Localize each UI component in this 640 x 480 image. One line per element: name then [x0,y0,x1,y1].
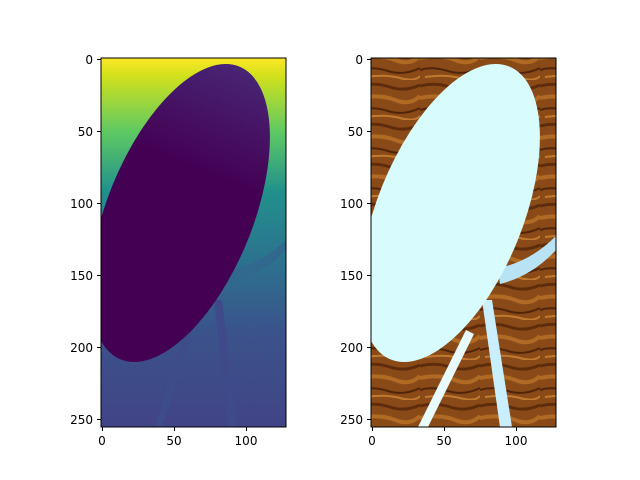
y-tick-label: 200 [340,341,363,355]
table-leg-2 [418,330,474,427]
table-disc [371,63,540,363]
depth-leg-3 [230,240,286,282]
y-tick-label: 150 [340,269,363,283]
table-leg-3 [498,236,556,284]
x-tick-label: 0 [368,434,376,448]
y-tick-label: 200 [70,341,93,355]
x-tick-label: 50 [436,434,451,448]
depth-table-disc [101,63,270,363]
depth-leg-1 [214,300,237,427]
x-tick-label: 0 [98,434,106,448]
x-tick-label: 100 [505,434,528,448]
y-tick-label: 0 [85,53,93,67]
y-tick-label: 250 [340,413,363,427]
y-tick-label: 0 [355,53,363,67]
x-tick-label: 50 [166,434,181,448]
x-axis: 0 50 100 [98,427,257,448]
y-tick-label: 100 [70,197,93,211]
table-leg-1 [482,300,512,427]
depth-map-panel: 0 50 100 150 200 250 0 50 100 [70,53,287,448]
y-tick-label: 250 [70,413,93,427]
y-axis: 0 50 100 150 200 250 [340,53,371,427]
axes-frame [100,57,287,428]
y-tick-label: 150 [70,269,93,283]
y-tick-label: 50 [78,125,93,139]
rgb-panel: 0 50 100 150 200 250 0 50 100 [340,53,557,448]
x-tick-label: 100 [235,434,258,448]
y-tick-label: 100 [340,197,363,211]
y-tick-label: 50 [348,125,363,139]
x-axis: 0 50 100 [368,427,527,448]
axes-frame [370,57,557,428]
y-axis: 0 50 100 150 200 250 [70,53,101,427]
